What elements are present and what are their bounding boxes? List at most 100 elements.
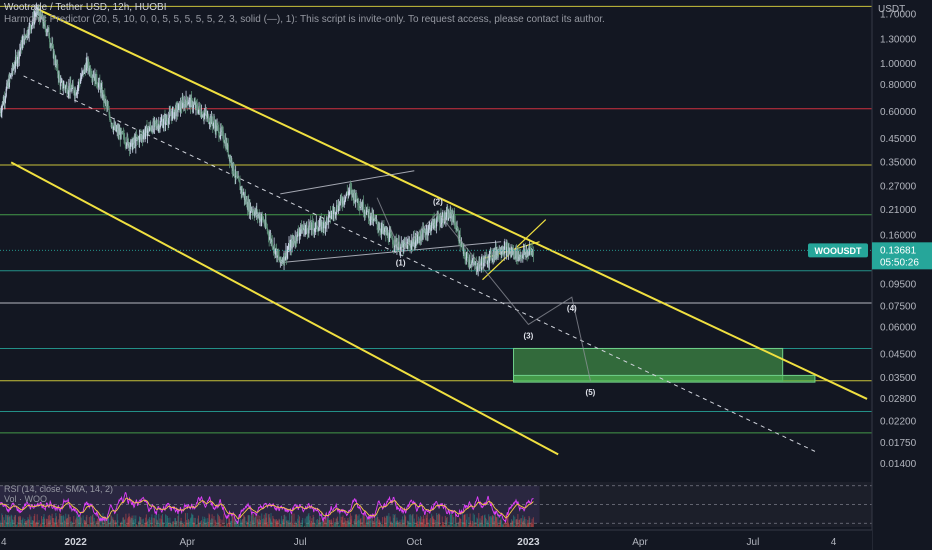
candle-body [96,83,98,87]
candle-body [194,103,196,109]
volume-bar [3,520,5,527]
candle-body [517,248,519,260]
volume-bar [254,525,256,527]
candle-body [364,211,366,214]
price-axis[interactable]: USDT1.700001.300001.000000.800000.600000… [871,0,932,550]
candle-body [174,109,177,117]
price-tick-label: 0.60000 [880,107,917,118]
volume-bar [36,521,38,527]
volume-bar [288,524,290,527]
candle-body [39,15,41,22]
volume-bar [418,516,420,527]
volume-bar [6,515,8,527]
volume-bar [459,518,461,527]
candle-body [494,247,497,256]
volume-bar [167,518,169,527]
volume-bar [258,521,260,527]
candle-body [374,217,376,221]
volume-bar [41,526,43,527]
candle-body [333,210,335,215]
candle-body [258,214,260,216]
volume-bar [44,524,46,527]
volume-bar [66,517,68,527]
candle-body [359,205,361,208]
candle-body [515,249,517,259]
volume-bar [495,517,497,527]
candle-body [8,75,10,88]
candle-body [443,222,445,224]
candle-body [522,253,524,259]
candle-body [260,218,262,222]
candle-body [506,246,508,247]
indicator-legend[interactable]: Harmonic Predictor (20, 5, 10, 0, 0, 5, … [4,14,605,25]
candle-body [440,215,442,225]
volume-bar [93,521,95,527]
candle-body [408,242,410,244]
volume-bar [446,517,448,527]
volume-bar [302,517,304,527]
candle-body [95,74,97,85]
candle-body [227,144,229,150]
candle-body [188,99,190,104]
candle-body [460,244,463,247]
volume-bar [127,518,129,527]
candle-body [97,86,99,88]
volume-bar [185,522,187,527]
candle-body [514,257,516,259]
candle-body [255,209,257,214]
candle-body [496,252,498,256]
volume-bar [353,525,355,527]
candle-body [360,205,362,207]
volume-bar [492,516,494,527]
volume-bar [13,525,15,527]
price-tick-label: 0.03500 [880,373,917,384]
volume-bar [324,526,326,527]
volume-bar [495,513,497,527]
candle-body [512,250,515,254]
candle-body [441,217,443,223]
volume-bar [173,521,175,527]
volume-bar [389,516,391,527]
candle-body [103,94,105,101]
volume-bar [8,516,10,527]
candle-body [449,210,451,219]
wave-label-2: (2) [433,197,443,206]
candle-body [497,249,499,256]
volume-bar [54,524,56,527]
candle-body [470,264,472,266]
volume-bar [268,513,270,527]
candle-body [440,222,443,225]
volume-bar [390,521,392,527]
candle-body [216,125,218,131]
volume-bar [297,514,299,527]
time-axis[interactable]: 4 2022 Apr Jul Oct 2023 Apr Jul 4 [0,529,872,550]
candle-body [402,243,404,252]
volume-bar [462,513,464,527]
volume-bar [436,514,438,527]
volume-bar [155,525,157,527]
volume-bar [240,518,242,527]
candle-body [341,203,343,205]
volume-bar [521,521,523,527]
volume-bar [67,514,69,527]
volume-bar [188,519,190,527]
candle-body [163,118,165,125]
volume-bar [483,525,485,527]
volume-bar [137,526,139,527]
candle-body [388,239,390,242]
candle-body [9,75,11,77]
volume-bar [493,521,495,527]
candle-body [399,251,401,253]
volume-bar [201,523,203,527]
candle-body [122,133,125,135]
volume-bar [104,516,106,527]
candle-body [69,83,71,93]
candle-body [334,214,337,216]
candle-body [519,256,521,258]
candle-body [227,144,229,156]
candle-body [332,213,334,215]
volume-bar [52,517,54,527]
candle-body [308,225,311,228]
candle-body [76,92,78,94]
